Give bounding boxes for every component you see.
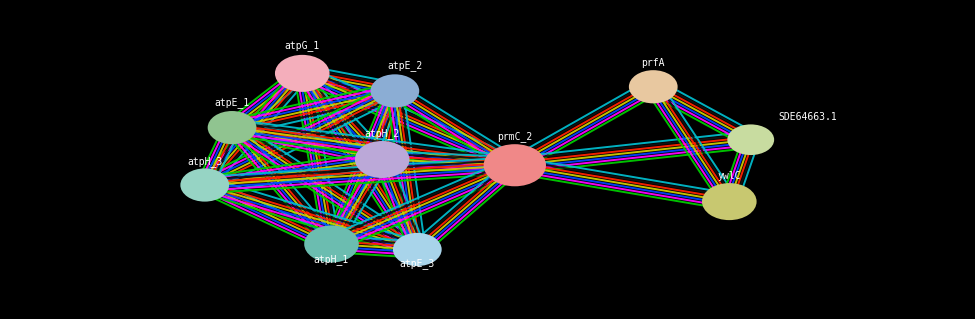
Ellipse shape bbox=[484, 144, 546, 186]
Ellipse shape bbox=[393, 233, 442, 266]
Ellipse shape bbox=[208, 111, 256, 144]
Text: atpH_2: atpH_2 bbox=[365, 128, 400, 139]
Text: atpH_1: atpH_1 bbox=[314, 255, 349, 265]
Ellipse shape bbox=[275, 55, 330, 92]
Text: prfA: prfA bbox=[642, 58, 665, 68]
Text: atpE_2: atpE_2 bbox=[387, 60, 422, 71]
Text: prmC_2: prmC_2 bbox=[497, 131, 532, 142]
Ellipse shape bbox=[355, 141, 410, 178]
Text: ywlC: ywlC bbox=[718, 171, 741, 181]
Ellipse shape bbox=[629, 70, 678, 103]
Ellipse shape bbox=[304, 226, 359, 263]
Text: SDE64663.1: SDE64663.1 bbox=[778, 112, 837, 122]
Ellipse shape bbox=[727, 124, 774, 155]
Text: atpG_1: atpG_1 bbox=[285, 40, 320, 51]
Ellipse shape bbox=[180, 168, 229, 202]
Ellipse shape bbox=[702, 183, 757, 220]
Ellipse shape bbox=[370, 74, 419, 108]
Text: atpE_3: atpE_3 bbox=[400, 258, 435, 269]
Text: atpH_3: atpH_3 bbox=[187, 156, 222, 167]
Text: atpE_1: atpE_1 bbox=[214, 98, 250, 108]
